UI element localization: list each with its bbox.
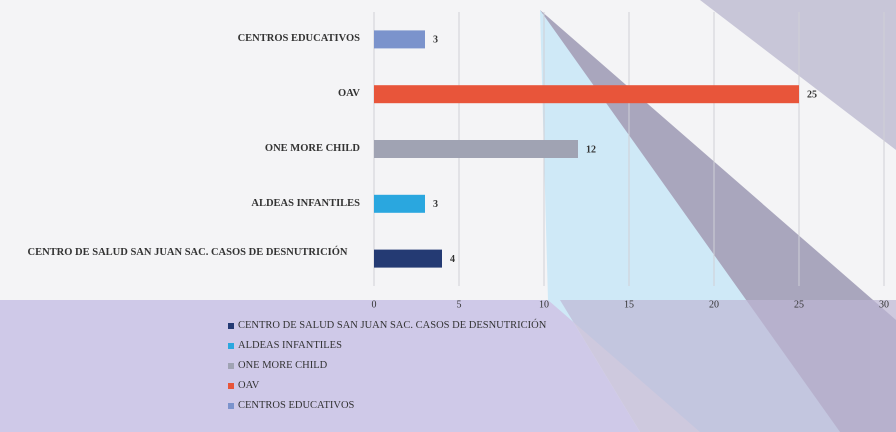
- bar: [374, 30, 425, 49]
- data-label: 3: [433, 199, 438, 210]
- legend-swatch: [228, 322, 234, 329]
- x-tick-label: 5: [457, 299, 462, 310]
- legend-swatch: [228, 402, 234, 409]
- data-label: 25: [807, 89, 817, 100]
- legend-entry: ONE MORE CHILD: [228, 360, 327, 371]
- legend-label: ONE MORE CHILD: [238, 360, 328, 371]
- legend-entry: CENTRO DE SALUD SAN JUAN SAC. CASOS DE D…: [228, 320, 546, 331]
- y-tick-label: ONE MORE CHILD: [264, 143, 360, 154]
- y-tick-label: CENTRO DE SALUD SAN JUAN SAC. CASOS DE D…: [27, 246, 348, 258]
- x-tick-label: 25: [794, 299, 804, 310]
- bar: [374, 140, 578, 158]
- legend-swatch: [228, 362, 234, 369]
- x-tick-label: 30: [879, 299, 889, 310]
- legend-entry: CENTROS EDUCATIVOS: [228, 400, 354, 411]
- y-tick-label: ALDEAS INFANTILES: [251, 197, 360, 209]
- data-label: 4: [450, 254, 455, 265]
- legend-entry: OAV: [228, 380, 259, 391]
- legend-label: ALDEAS INFANTILES: [238, 340, 342, 351]
- bar: [374, 249, 442, 268]
- legend-label: CENTRO DE SALUD SAN JUAN SAC. CASOS DE D…: [238, 320, 547, 331]
- legend-label: OAV: [238, 380, 260, 391]
- bar: [374, 194, 425, 213]
- legend-label: CENTROS EDUCATIVOS: [238, 400, 355, 411]
- bar: [374, 85, 799, 104]
- y-tick-label: OAV: [338, 88, 360, 100]
- x-tick-label: 10: [539, 299, 549, 310]
- legend-entry: ALDEAS INFANTILES: [228, 340, 342, 351]
- x-tick-label: 20: [709, 299, 719, 310]
- background-shape: [560, 300, 896, 432]
- data-label: 3: [433, 35, 438, 46]
- data-label: 12: [586, 144, 596, 155]
- x-tick-label: 0: [372, 299, 377, 310]
- legend-swatch: [228, 382, 234, 389]
- y-tick-label: CENTROS EDUCATIVOS: [237, 33, 360, 45]
- background-shape: [700, 0, 896, 150]
- legend-swatch: [228, 342, 234, 349]
- background-shape: [0, 300, 640, 432]
- x-tick-label: 15: [624, 299, 634, 310]
